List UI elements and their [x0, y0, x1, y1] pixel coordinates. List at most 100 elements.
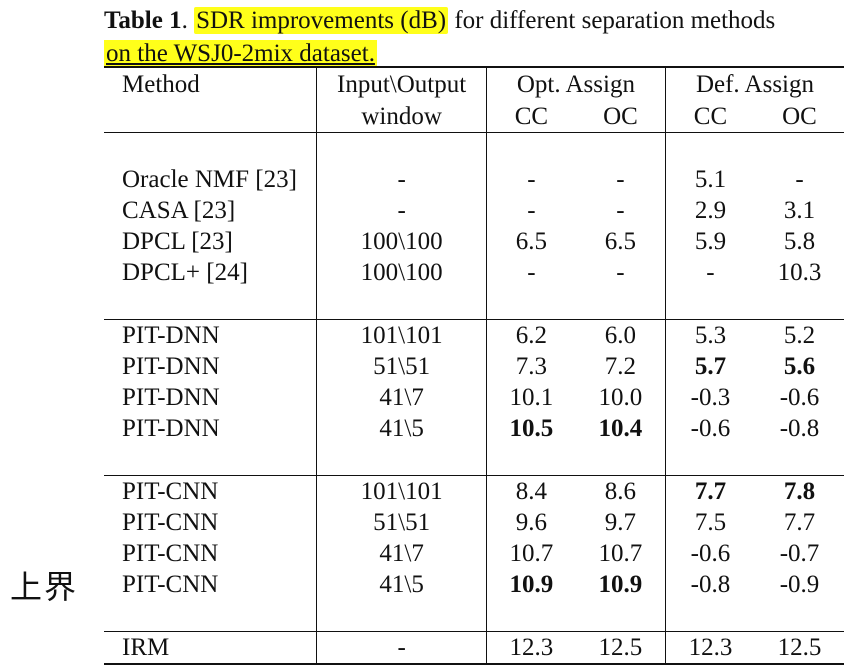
- cell-opt-cc: 7.3: [485, 351, 576, 382]
- cell-method: CASA [23]: [122, 197, 236, 224]
- cell-def-oc: 5.8: [783, 228, 816, 255]
- header-opt-assign: Opt. Assign: [485, 66, 666, 100]
- cell-def-oc: 3.1: [783, 197, 816, 224]
- cell-def-cc: -: [664, 257, 755, 288]
- cell-method: PIT-CNN: [122, 571, 219, 598]
- table-body: Oracle NMF [23] - - -5.1- CASA [23] - - -2.9 3.1…: [104, 164, 844, 665]
- cell-opt-cc: -: [485, 164, 576, 195]
- cell-opt-cc: 10.1: [485, 382, 576, 413]
- caption-rest: for different separation methods: [448, 7, 776, 34]
- caption-highlight: SDR improvements (dB): [194, 7, 449, 34]
- cell-window: -: [316, 195, 487, 226]
- cell-window: 100\100: [316, 257, 487, 288]
- cell-def-oc: 12.5: [754, 631, 844, 665]
- cell-def-oc: -: [795, 166, 804, 193]
- header-row-2: window CC OC CC OC: [104, 100, 844, 133]
- cell-window: 41\7: [316, 538, 487, 569]
- cell-def-cc: 12.3: [664, 631, 755, 665]
- cell-method: PIT-CNN: [122, 509, 219, 536]
- cell-opt-oc: 7.2: [604, 353, 637, 380]
- cell-def-cc: -0.3: [664, 382, 755, 413]
- header-row-1: Method Input\Output Opt. Assign Def. Ass…: [104, 66, 844, 100]
- cell-window: 51\51: [316, 351, 487, 382]
- cell-opt-cc: 6.5: [485, 226, 576, 257]
- cell-method: Oracle NMF [23]: [122, 166, 297, 193]
- table-row: IRM -12.3 12.5 12.3 12.5: [104, 631, 844, 665]
- table-row: PIT-DNN 41\7 10.1 10.0 -0.3 -0.6: [104, 382, 844, 413]
- header-def-cc: CC: [664, 100, 755, 133]
- cell-opt-cc: 8.4: [485, 475, 576, 507]
- cell-def-cc: 5.3: [664, 319, 755, 351]
- table-row: PIT-DNN 51\51 7.3 7.2 5.7 5.6: [104, 351, 844, 382]
- cell-method: PIT-DNN: [122, 415, 220, 442]
- results-table: Method Input\Output Opt. Assign Def. Ass…: [104, 66, 844, 665]
- cell-def-cc: 7.5: [664, 507, 755, 538]
- cell-method: IRM: [104, 631, 317, 665]
- cell-opt-oc: 9.7: [604, 509, 637, 536]
- cell-window: 41\5: [316, 413, 487, 444]
- cell-opt-oc: -: [616, 259, 625, 286]
- table-row: PIT-DNN 101\101 6.2 6.0 5.3 5.2: [104, 319, 844, 351]
- cell-def-cc: -0.6: [664, 538, 755, 569]
- cell-opt-oc: 10.0: [598, 384, 643, 411]
- cell-window: 41\7: [316, 382, 487, 413]
- cell-def-cc: 7.7: [664, 475, 755, 507]
- cell-def-oc: -0.9: [779, 571, 820, 598]
- cell-def-cc: 5.1: [664, 164, 755, 195]
- table-row: PIT-CNN 51\51 9.6 9.7 7.5 7.7: [104, 507, 844, 538]
- cell-opt-cc: -: [485, 195, 576, 226]
- cell-window: 100\100: [316, 226, 487, 257]
- cell-window: -: [316, 631, 487, 665]
- cell-def-oc: 10.3: [777, 259, 822, 286]
- cell-def-oc: 7.7: [783, 509, 816, 536]
- cell-method: PIT-DNN: [122, 353, 220, 380]
- cell-opt-oc: 10.9: [598, 571, 643, 598]
- cell-def-oc: -0.7: [779, 540, 820, 567]
- cell-opt-cc: -: [485, 257, 576, 288]
- cell-def-cc: -0.6: [664, 413, 755, 444]
- cell-def-cc: 2.9: [664, 195, 755, 226]
- cell-def-cc: 5.7: [664, 351, 755, 382]
- header-window-1: Input\Output: [316, 66, 487, 100]
- cell-window: 51\51: [316, 507, 487, 538]
- header-def-oc: OC: [782, 102, 817, 130]
- cell-opt-cc: 6.2: [485, 319, 576, 351]
- cell-method: DPCL+ [24]: [122, 259, 248, 286]
- header-method: Method: [104, 66, 317, 100]
- cell-method: PIT-DNN: [104, 319, 317, 351]
- header-opt-cc: CC: [485, 100, 576, 133]
- caption-separator: .: [181, 7, 195, 34]
- cell-method: PIT-CNN: [104, 475, 317, 507]
- cell-window: -: [316, 164, 487, 195]
- cell-def-oc: -0.6: [779, 384, 820, 411]
- cell-opt-oc: 10.7: [598, 540, 643, 567]
- table-row: PIT-CNN 41\7 10.7 10.7 -0.6 -0.7: [104, 538, 844, 569]
- cell-opt-oc: 6.5: [604, 228, 637, 255]
- table-row: Oracle NMF [23] - - -5.1-: [104, 164, 844, 195]
- table-row: PIT-CNN 41\5 10.9 10.9 -0.8 -0.9: [104, 569, 844, 600]
- side-annotation: 上界: [10, 568, 79, 606]
- cell-opt-oc: -: [616, 166, 625, 193]
- cell-window: 41\5: [316, 569, 487, 600]
- table-row: DPCL [23] 100\100 6.5 6.5 5.9 5.8: [104, 226, 844, 257]
- cell-opt-oc: 12.5: [575, 631, 666, 665]
- cell-opt-oc: 6.0: [575, 319, 666, 351]
- caption-line-2: on the WSJ0-2mix dataset.: [104, 40, 377, 67]
- header-opt-oc: OC: [603, 102, 638, 130]
- cell-opt-oc: -: [616, 197, 625, 224]
- cell-opt-cc: 10.9: [485, 569, 576, 600]
- cell-method: PIT-DNN: [122, 384, 220, 411]
- cell-method: DPCL [23]: [122, 228, 233, 255]
- cell-opt-cc: 9.6: [485, 507, 576, 538]
- cell-def-oc: 5.2: [754, 319, 844, 351]
- cell-opt-cc: 10.5: [485, 413, 576, 444]
- header-def-assign: Def. Assign: [664, 66, 844, 100]
- cell-def-oc: -0.8: [779, 415, 820, 442]
- cell-def-cc: 5.9: [664, 226, 755, 257]
- table-row: PIT-CNN 101\101 8.4 8.6 7.7 7.8: [104, 475, 844, 507]
- cell-def-cc: -0.8: [664, 569, 755, 600]
- cell-method: PIT-CNN: [122, 540, 219, 567]
- caption-label: Table 1: [104, 7, 182, 34]
- header-window-2: window: [316, 100, 487, 133]
- cell-window: 101\101: [316, 475, 487, 507]
